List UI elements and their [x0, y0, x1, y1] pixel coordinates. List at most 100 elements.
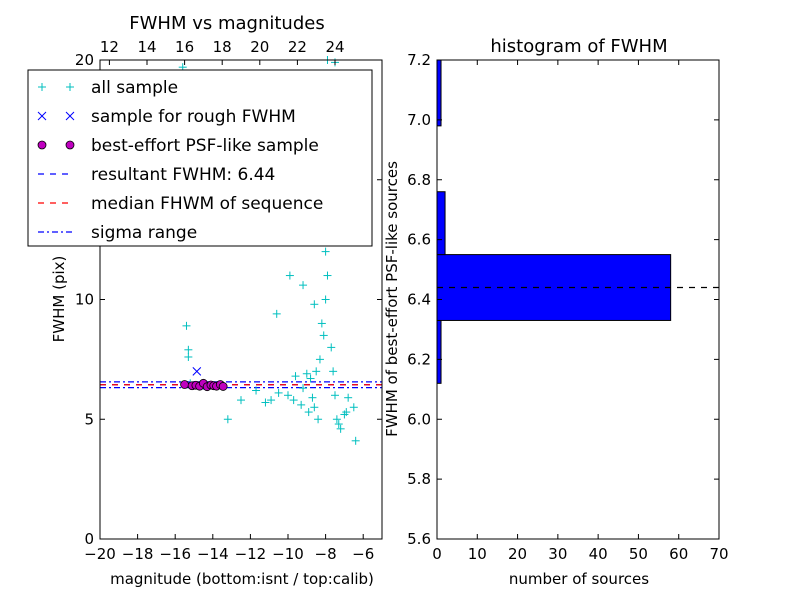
all-sample-point: [334, 420, 343, 429]
histogram-y-tick-label: 6.0: [407, 410, 431, 428]
legend-entry: median FHWM of sequence: [38, 194, 323, 214]
legend-label: all sample: [91, 78, 178, 98]
all-sample-point: [272, 309, 281, 318]
histogram-x-tick-label: 40: [589, 545, 608, 563]
scatter-x-axis-label: magnitude (bottom:isnt / top:calib): [110, 570, 374, 588]
all-sample-point: [302, 369, 311, 378]
histogram-x-tick-label: 30: [548, 545, 567, 563]
histogram-x-tick-label: 60: [669, 545, 688, 563]
legend-label: resultant FWHM: 6.44: [91, 165, 275, 185]
histogram-y-tick-label: 6.2: [407, 350, 431, 368]
all-sample-point: [349, 403, 358, 412]
scatter-marks: [100, 56, 382, 445]
legend-label: sample for rough FWHM: [91, 107, 296, 127]
all-sample-point: [342, 408, 351, 417]
all-sample-point: [304, 408, 313, 417]
scatter-panel: −20−18−16−14−12−10−8−6051015201214161820…: [27, 13, 383, 588]
scatter-top-tick-label: 20: [250, 38, 269, 56]
all-sample-point: [299, 384, 308, 393]
scatter-axes: −20−18−16−14−12−10−8−6051015201214161820…: [75, 38, 382, 563]
all-sample-point: [297, 400, 306, 409]
histogram-y-tick-label: 7.0: [407, 111, 431, 129]
all-sample-point: [184, 352, 193, 361]
all-sample-point: [327, 343, 336, 352]
all-sample-point: [252, 386, 261, 395]
legend-label: best-effort PSF-like sample: [91, 136, 319, 156]
rough-sample-point: [192, 366, 202, 376]
histogram-x-tick-label: 50: [629, 545, 648, 563]
all-sample-point: [284, 391, 292, 400]
scatter-y-tick-label: 5: [84, 410, 94, 428]
histogram-x-tick-label: 0: [432, 545, 442, 563]
legend-entry: sample for rough FWHM: [37, 107, 296, 127]
all-sample-point: [223, 415, 232, 424]
histogram-bar: [436, 254, 672, 321]
histogram-title: histogram of FWHM: [490, 36, 667, 57]
histogram-y-tick-label: 6.4: [407, 291, 431, 309]
scatter-y-axis-label: FWHM (pix): [50, 256, 68, 343]
histogram-bar: [436, 319, 442, 384]
all-sample-point: [312, 367, 321, 376]
all-sample-point: [336, 424, 345, 433]
legend-label: sigma range: [91, 223, 197, 243]
all-sample-point: [267, 396, 276, 405]
scatter-y-tick-label: 0: [84, 530, 94, 548]
histogram-y-tick-label: 6.8: [407, 171, 431, 189]
histogram-y-axis-label: FWHM of best-effort PSF-like sources: [383, 161, 401, 437]
legend-entry: all sample: [38, 78, 178, 98]
all-sample-point: [332, 415, 341, 424]
legend-marker: [66, 83, 74, 91]
best-sample-point: [180, 380, 190, 389]
all-sample-point: [299, 281, 308, 290]
scatter-top-tick-label: 14: [137, 38, 156, 56]
scatter-top-tick-label: 12: [100, 38, 119, 56]
scatter-x-tick-label: −14: [197, 545, 229, 563]
all-sample-point: [317, 319, 326, 328]
scatter-x-tick-label: −18: [122, 545, 154, 563]
histogram-bar: [436, 191, 446, 256]
legend-label: median FHWM of sequence: [91, 194, 323, 214]
histogram-axes: 0 10 20 30 40 50 60 70 5.6 5.8 6.0 6.2 6.4 6.6 6.8 7.0 7…: [407, 51, 728, 563]
histogram-x-axis-label: number of sources: [509, 570, 649, 588]
scatter-y-tick-label: 10: [75, 291, 94, 309]
legend-entry: best-effort PSF-like sample: [37, 136, 319, 156]
histogram-x-tick-label: 20: [508, 545, 527, 563]
histogram-bar: [436, 59, 442, 127]
scatter-top-tick-label: 18: [213, 38, 232, 56]
all-sample-point: [261, 398, 270, 407]
legend-marker: [65, 111, 75, 121]
all-sample-point: [274, 388, 283, 397]
legend-marker: [37, 111, 47, 121]
all-sample-point: [291, 372, 300, 381]
best-sample-point: [218, 382, 228, 391]
legend-marker: [37, 140, 47, 150]
all-sample-point: [184, 345, 193, 354]
all-sample-point: [310, 403, 319, 412]
legend-box: [27, 69, 373, 247]
histogram-y-tick-label: 5.8: [407, 470, 431, 488]
all-sample-point: [285, 271, 294, 280]
scatter-x-tick-label: −6: [352, 545, 374, 563]
all-sample-point: [331, 391, 339, 400]
all-sample-point: [323, 271, 332, 280]
legend-marker: [38, 83, 46, 91]
all-sample-point: [321, 295, 330, 304]
all-sample-point: [310, 300, 319, 309]
histogram-x-tick-label: 70: [709, 545, 728, 563]
histogram-panel: 0 10 20 30 40 50 60 70 5.6 5.8 6.0 6.2 6.4 6.6 6.8 7.0 7…: [383, 36, 729, 588]
scatter-x-tick-label: −12: [235, 545, 267, 563]
histogram-y-tick-label: 7.2: [407, 51, 431, 69]
all-sample-point: [351, 436, 360, 445]
scatter-x-tick-label: −16: [159, 545, 191, 563]
scatter-x-tick-label: −10: [272, 545, 304, 563]
all-sample-point: [321, 247, 330, 256]
all-sample-point: [182, 321, 191, 330]
scatter-title: FWHM vs magnitudes: [129, 13, 324, 34]
all-sample-point: [289, 396, 298, 405]
scatter-top-tick-label: 24: [325, 38, 344, 56]
all-sample-point: [315, 355, 324, 364]
all-sample-point: [319, 331, 328, 340]
all-sample-point: [329, 367, 338, 376]
all-sample-point: [306, 374, 315, 383]
